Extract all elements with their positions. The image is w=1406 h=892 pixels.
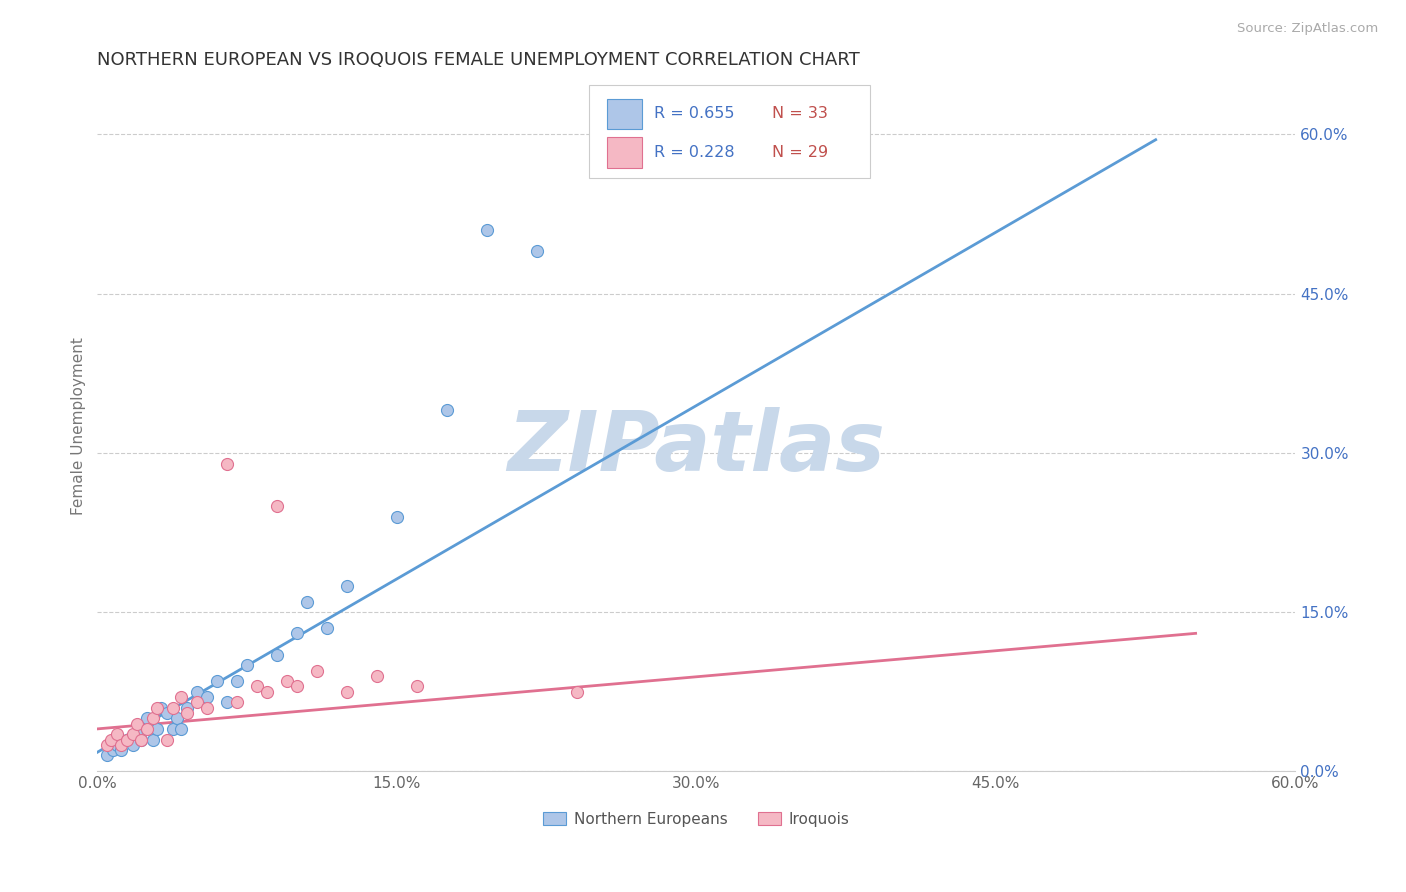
Point (162, 722, 184, 736)
Point (142, 732, 165, 747)
Point (156, 732, 179, 747)
Point (146, 722, 169, 736)
Y-axis label: Female Unemployment: Female Unemployment (72, 337, 86, 516)
Point (217, 457, 239, 471)
Point (295, 594, 318, 608)
Point (266, 648, 288, 662)
Point (236, 658, 259, 673)
Point (366, 669, 388, 683)
Point (96, 738, 118, 752)
Point (100, 732, 122, 747)
Point (117, 732, 139, 747)
Point (136, 722, 159, 736)
Point (436, 403, 458, 417)
Point (305, 664, 328, 678)
Point (105, 738, 128, 752)
Point (110, 738, 132, 752)
Point (96, 748, 118, 763)
Bar (606, 99, 643, 129)
Point (336, 578, 359, 592)
Point (142, 711, 165, 725)
Point (195, 690, 218, 704)
Point (105, 727, 128, 741)
Point (117, 732, 139, 747)
Text: Source: ZipAtlas.com: Source: ZipAtlas.com (1237, 22, 1378, 36)
Point (385, 509, 408, 524)
Point (162, 700, 184, 714)
Point (195, 700, 218, 714)
Legend: Northern Europeans, Iroquois: Northern Europeans, Iroquois (537, 805, 856, 833)
Point (122, 738, 145, 752)
Point (127, 727, 149, 741)
Point (217, 695, 239, 709)
Point (110, 743, 132, 757)
Point (276, 674, 298, 689)
Point (150, 700, 173, 714)
Point (122, 727, 145, 741)
Point (103, 743, 125, 757)
FancyBboxPatch shape (589, 85, 870, 178)
Text: R = 0.228: R = 0.228 (654, 145, 735, 160)
Point (146, 700, 169, 714)
Point (156, 706, 179, 720)
Point (316, 621, 339, 635)
Point (526, 244, 548, 259)
Point (475, 223, 498, 237)
Text: N = 33: N = 33 (772, 106, 828, 121)
Bar (606, 137, 643, 168)
Point (226, 695, 249, 709)
Point (170, 722, 193, 736)
Text: R = 0.655: R = 0.655 (654, 106, 735, 121)
Point (170, 690, 193, 704)
Point (129, 732, 152, 747)
Point (246, 680, 269, 694)
Point (205, 674, 228, 689)
Point (136, 722, 159, 736)
Point (176, 706, 198, 720)
Point (266, 499, 288, 513)
Point (166, 711, 188, 725)
Point (405, 680, 427, 694)
Point (176, 700, 198, 714)
Text: NORTHERN EUROPEAN VS IROQUOIS FEMALE UNEMPLOYMENT CORRELATION CHART: NORTHERN EUROPEAN VS IROQUOIS FEMALE UNE… (97, 51, 860, 69)
Point (186, 684, 208, 698)
Point (256, 684, 278, 698)
Point (186, 695, 208, 709)
Point (565, 684, 588, 698)
Text: ZIPatlas: ZIPatlas (508, 407, 886, 488)
Point (226, 674, 249, 689)
Point (285, 626, 308, 640)
Point (127, 716, 149, 731)
Point (285, 680, 308, 694)
Point (136, 711, 159, 725)
Text: N = 29: N = 29 (772, 145, 828, 160)
Point (336, 684, 359, 698)
Point (129, 732, 152, 747)
